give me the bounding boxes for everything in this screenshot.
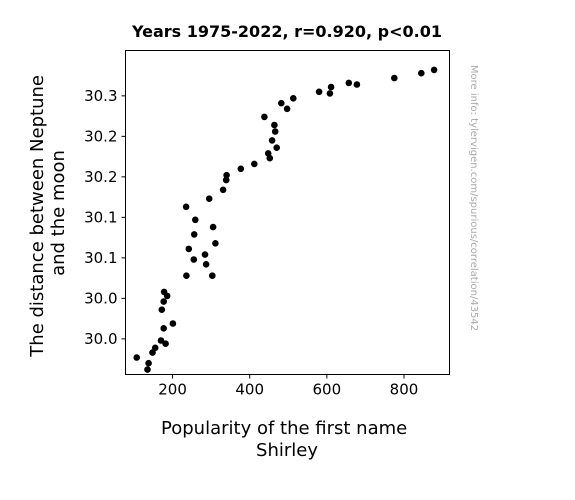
data-point-41 <box>326 90 334 97</box>
chart-title: Years 1975-2022, r=0.920, p<0.01 <box>131 22 442 41</box>
data-point-18 <box>209 272 216 280</box>
data-point-23 <box>182 203 190 211</box>
data-point-39 <box>290 95 297 102</box>
data-point-4 <box>151 344 159 352</box>
data-point-5 <box>157 337 165 344</box>
x-tick-label-0: 200 <box>158 381 187 399</box>
y-axis-label-line-2: and the moon <box>48 150 69 276</box>
data-point-35 <box>271 121 278 129</box>
y-tick-label-4: 30.2 <box>84 168 117 186</box>
data-point-31 <box>266 154 274 162</box>
data-point-7 <box>160 325 167 332</box>
data-point-27 <box>223 171 230 179</box>
data-point-14 <box>190 256 198 263</box>
data-point-33 <box>268 137 276 144</box>
data-point-8 <box>169 320 177 327</box>
y-axis-label: The distance between Neptune and the moo… <box>27 69 69 357</box>
data-point-13 <box>183 272 190 280</box>
y-tick-label-1: 30.0 <box>84 289 117 307</box>
y-tick-label-0: 30.0 <box>84 330 117 348</box>
data-point-46 <box>418 69 425 77</box>
data-point-26 <box>222 176 230 184</box>
data-point-28 <box>237 165 245 173</box>
x-axis-label-line-1: Popularity of the first name <box>161 418 407 439</box>
data-point-34 <box>271 128 279 135</box>
data-point-38 <box>283 105 291 113</box>
data-point-24 <box>205 195 213 202</box>
data-point-10 <box>160 298 167 305</box>
data-point-36 <box>261 113 268 121</box>
y-axis-label-line-1: The distance between Neptune <box>27 75 48 358</box>
x-axis: 200 400 600 800 <box>158 374 419 399</box>
data-point-9 <box>158 306 166 314</box>
data-point-37 <box>278 99 285 107</box>
data-point-6 <box>162 340 169 348</box>
source-note: More info: tylervigen.com/spurious/corre… <box>468 65 479 331</box>
data-point-12 <box>163 292 171 300</box>
y-tick-label-5: 30.2 <box>84 127 117 145</box>
data-point-0 <box>133 354 140 361</box>
data-point-15 <box>185 245 193 253</box>
data-point-25 <box>219 186 227 194</box>
data-point-20 <box>190 231 198 238</box>
x-axis-label: Popularity of the first name Shirley <box>161 418 413 461</box>
data-point-47 <box>430 66 438 74</box>
y-axis: 30.0 30.0 30.1 30.1 30.2 30.2 30.3 <box>84 87 126 348</box>
y-tick-label-2: 30.1 <box>84 249 117 267</box>
data-points <box>133 66 438 373</box>
data-point-2 <box>144 366 151 373</box>
plot-frame <box>125 50 450 375</box>
data-point-44 <box>353 81 361 88</box>
data-point-40 <box>315 88 323 96</box>
x-tick-label-3: 800 <box>390 381 419 399</box>
x-axis-label-line-2: Shirley <box>256 440 318 461</box>
x-tick-label-1: 400 <box>235 381 264 399</box>
data-point-21 <box>209 223 217 231</box>
data-point-17 <box>202 261 210 268</box>
data-point-19 <box>212 240 219 247</box>
data-point-3 <box>149 349 156 356</box>
data-point-1 <box>145 359 152 367</box>
data-point-16 <box>201 251 209 258</box>
data-point-29 <box>251 160 258 168</box>
data-point-45 <box>391 74 398 82</box>
data-point-43 <box>345 79 353 87</box>
x-tick-label-2: 600 <box>313 381 342 399</box>
y-tick-label-3: 30.1 <box>84 208 117 226</box>
y-tick-label-6: 30.3 <box>84 87 117 105</box>
data-point-22 <box>192 216 199 224</box>
data-point-32 <box>273 144 281 151</box>
data-point-42 <box>327 83 335 91</box>
